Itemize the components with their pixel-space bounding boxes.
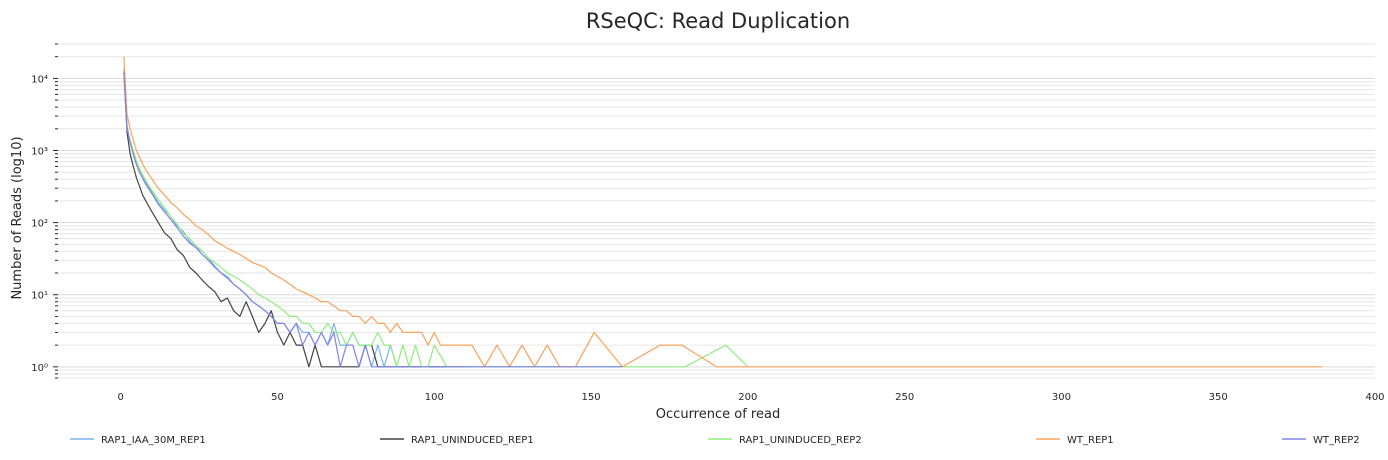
legend-label: RAP1_IAA_30M_REP1	[101, 435, 206, 446]
y-tick-label: 10⁴	[31, 74, 48, 85]
y-tick-label: 10²	[31, 219, 48, 230]
y-tick-label: 10¹	[31, 291, 48, 302]
legend-label: WT_REP2	[1313, 435, 1360, 446]
series-line-wt-rep2	[123, 71, 623, 368]
y-axis-label: Number of Reads (log10)	[10, 136, 25, 299]
x-tick-label: 0	[118, 392, 124, 403]
chart-title: RSeQC: Read Duplication	[586, 9, 850, 33]
legend-item[interactable]: RAP1_UNINDUCED_REP1	[380, 435, 534, 446]
x-axis-label: Occurrence of read	[656, 407, 780, 422]
axes: 10⁰ 10¹ 10² 10³ 10⁴ 0 50 100 150 200 250 300 350 400	[31, 43, 1385, 403]
gridlines	[58, 43, 1375, 379]
x-tick-label: 200	[738, 392, 757, 403]
x-tick-label: 50	[271, 392, 284, 403]
x-tick-label: 150	[582, 392, 601, 403]
x-tick-label: 300	[1052, 392, 1071, 403]
legend-item[interactable]: WT_REP2	[1282, 435, 1360, 446]
series-lines	[123, 56, 1322, 368]
series-line-rap1-iaa-30m-rep1	[123, 67, 623, 368]
legend-label: RAP1_UNINDUCED_REP1	[411, 435, 534, 446]
legend-label: RAP1_UNINDUCED_REP2	[739, 435, 862, 446]
legend[interactable]: RAP1_IAA_30M_REP1 RAP1_UNINDUCED_REP1 RAP1…	[70, 435, 1360, 446]
x-tick-label: 350	[1209, 392, 1228, 403]
legend-label: WT_REP1	[1067, 435, 1114, 446]
legend-item[interactable]: WT_REP1	[1036, 435, 1114, 446]
legend-item[interactable]: RAP1_UNINDUCED_REP2	[708, 435, 862, 446]
x-tick-label: 400	[1365, 392, 1384, 403]
x-tick-label: 250	[895, 392, 914, 403]
series-line-rap1-uninduced-rep2	[123, 70, 749, 368]
series-line-rap1-uninduced-rep1	[123, 72, 466, 368]
series-line-wt-rep1	[123, 56, 1322, 368]
y-tick-label: 10³	[31, 147, 48, 158]
y-tick-label: 10⁰	[31, 363, 48, 374]
legend-item[interactable]: RAP1_IAA_30M_REP1	[70, 435, 206, 446]
x-tick-label: 100	[425, 392, 444, 403]
